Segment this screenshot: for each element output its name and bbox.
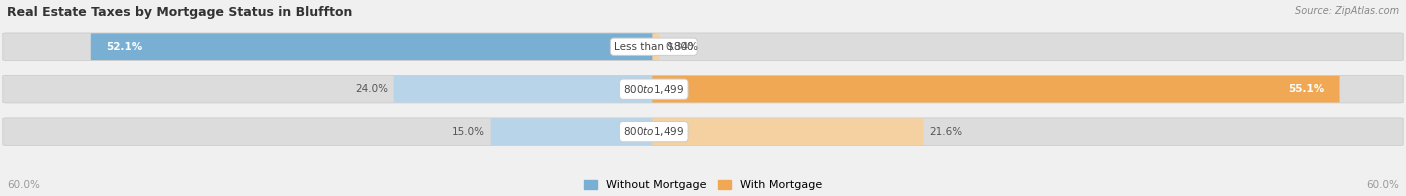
- Text: 60.0%: 60.0%: [7, 180, 39, 190]
- FancyBboxPatch shape: [3, 75, 1403, 103]
- Text: 55.1%: 55.1%: [1288, 84, 1324, 94]
- Legend: Without Mortgage, With Mortgage: Without Mortgage, With Mortgage: [583, 180, 823, 191]
- FancyBboxPatch shape: [91, 33, 655, 60]
- Text: Real Estate Taxes by Mortgage Status in Bluffton: Real Estate Taxes by Mortgage Status in …: [7, 6, 353, 19]
- Text: 24.0%: 24.0%: [356, 84, 388, 94]
- FancyBboxPatch shape: [652, 33, 659, 60]
- Text: 15.0%: 15.0%: [453, 127, 485, 137]
- Text: Less than $800: Less than $800: [614, 42, 693, 52]
- FancyBboxPatch shape: [3, 33, 1403, 61]
- Text: 52.1%: 52.1%: [107, 42, 142, 52]
- FancyBboxPatch shape: [652, 76, 1340, 103]
- Text: 60.0%: 60.0%: [1367, 180, 1399, 190]
- Text: $800 to $1,499: $800 to $1,499: [623, 125, 685, 138]
- Text: 0.34%: 0.34%: [665, 42, 697, 52]
- FancyBboxPatch shape: [3, 118, 1403, 145]
- Text: 21.6%: 21.6%: [929, 127, 962, 137]
- FancyBboxPatch shape: [394, 76, 655, 103]
- Text: $800 to $1,499: $800 to $1,499: [623, 83, 685, 96]
- FancyBboxPatch shape: [652, 118, 924, 145]
- FancyBboxPatch shape: [491, 118, 655, 145]
- Text: Source: ZipAtlas.com: Source: ZipAtlas.com: [1295, 6, 1399, 16]
